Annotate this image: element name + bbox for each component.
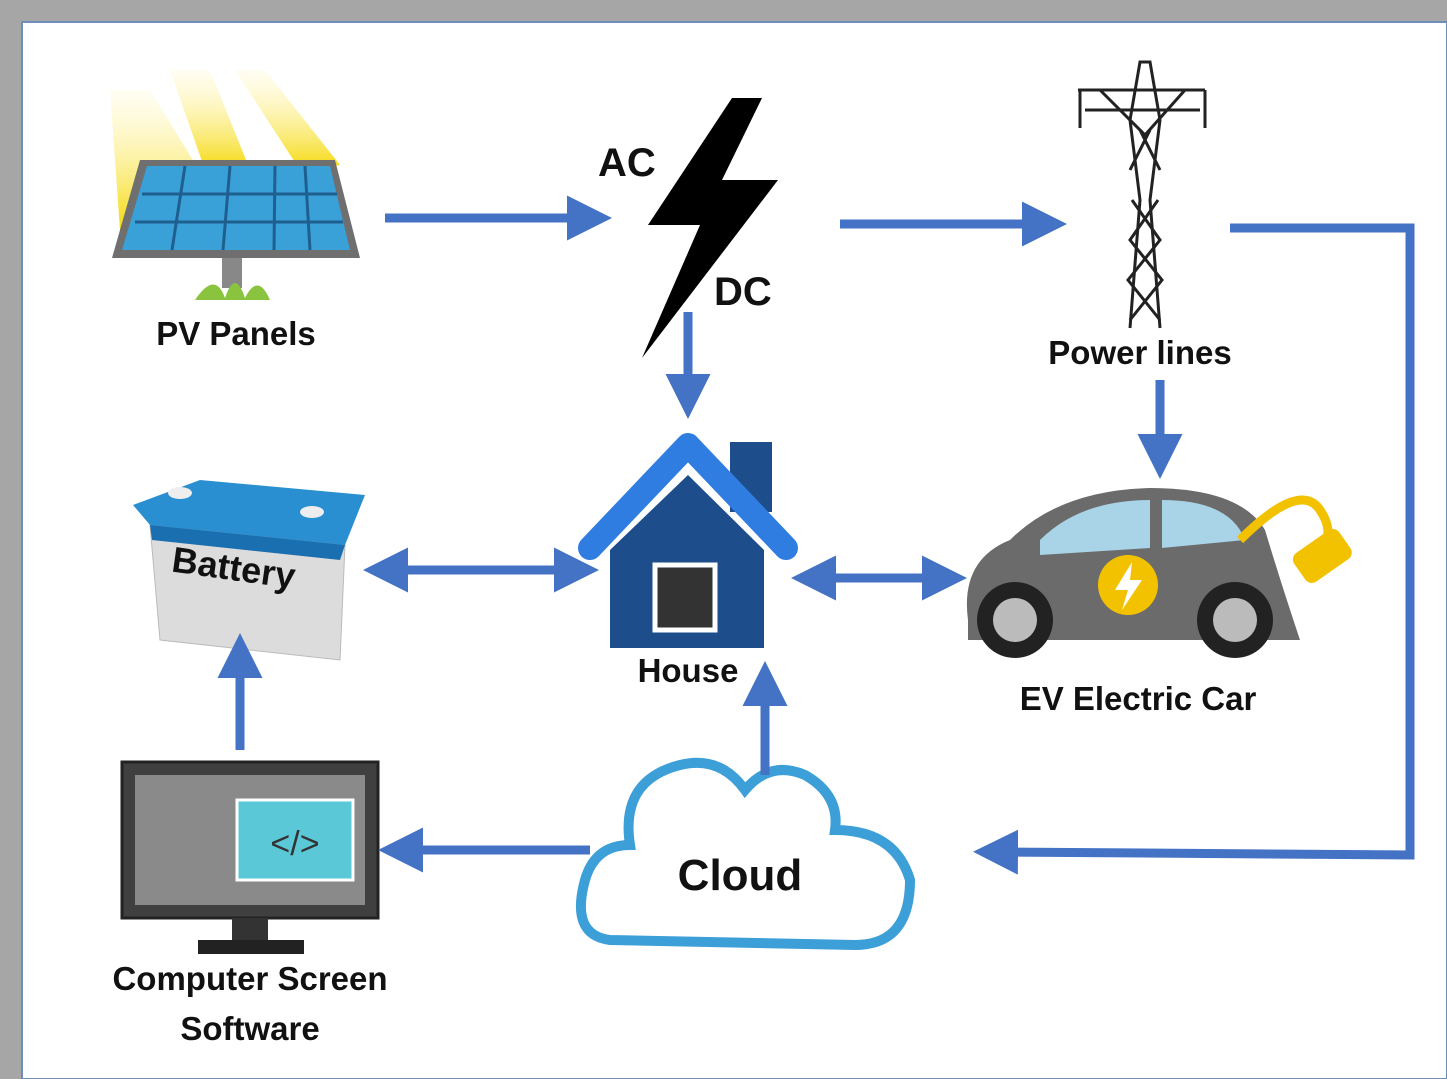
pv-grid (135, 165, 343, 251)
house-label: House (638, 652, 739, 689)
cloud-icon (575, 757, 916, 951)
ev-label: EV Electric Car (1020, 680, 1257, 717)
ev-icon (966, 488, 1352, 658)
computer-label-2: Software (180, 1010, 319, 1047)
arrow (973, 223, 1415, 875)
code-glyph: </> (270, 825, 319, 863)
computer-icon: </> (120, 760, 380, 954)
dc-label: DC (714, 270, 772, 314)
power-lines-label: Power lines (1048, 334, 1231, 371)
cloud-label: Cloud (678, 851, 803, 900)
pv-label: PV Panels (156, 315, 316, 352)
arrows (217, 195, 1415, 875)
tower-icon (1078, 60, 1207, 329)
house-icon (578, 433, 798, 648)
ac-label: AC (598, 141, 656, 185)
bolt (642, 98, 778, 358)
pv-icon (110, 70, 360, 300)
computer-label-1: Computer Screen (112, 960, 387, 997)
battery-icon (133, 480, 365, 661)
